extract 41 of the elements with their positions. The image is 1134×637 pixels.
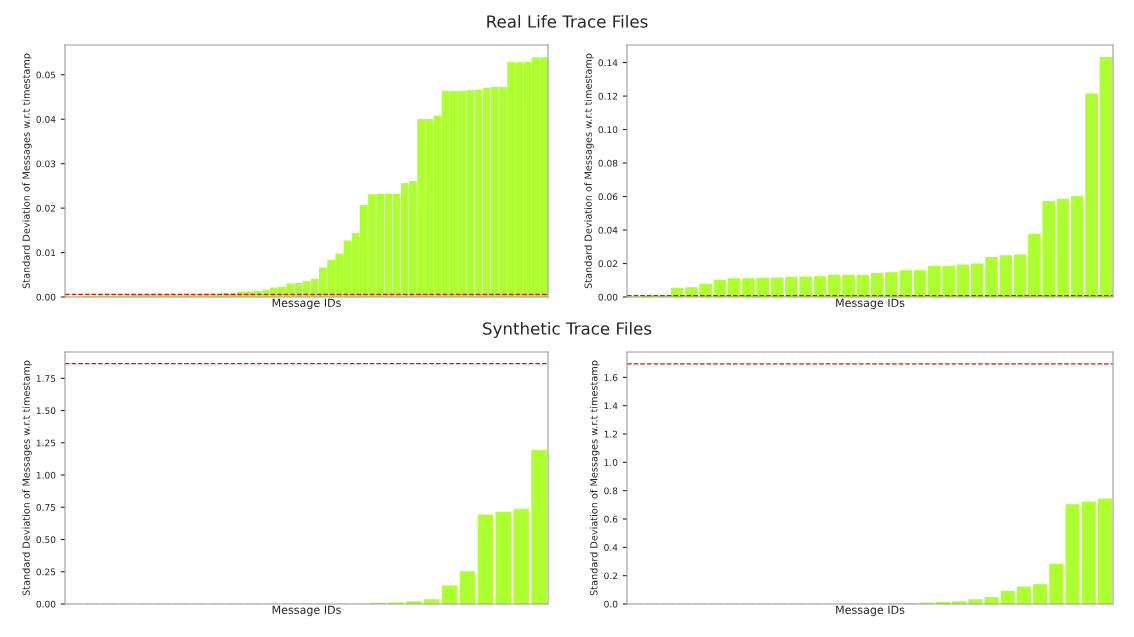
y-axis-title: Standard Deviation of Messages w.r.t timestamp: [22, 360, 32, 596]
y-tick-label: 1.50: [36, 407, 56, 415]
y-tick-label: 0.00: [598, 293, 618, 301]
y-tick-label: 0.02: [36, 204, 56, 212]
y-tick-label: 0.14: [598, 59, 618, 67]
y-tick-label: 0.6: [604, 515, 618, 523]
y-axis-title: Standard Deviation of Messages w.r.t timestamp: [22, 53, 32, 289]
y-tick-label: 1.0: [604, 459, 618, 466]
y-tick-label: 0.00: [36, 600, 56, 608]
y-tick-label: 0.12: [598, 92, 618, 100]
x-axis-title: Message IDs: [272, 605, 341, 617]
y-tick-label: 1.00: [36, 471, 56, 479]
y-axis-title: Standard Deviation of Messages w.r.t timestamp: [584, 53, 594, 289]
y-tick-label: 0.2: [604, 572, 618, 580]
y-tick-label: 0.03: [36, 160, 56, 168]
y-tick-label: 1.4: [604, 402, 618, 410]
y-tick-label: 1.25: [36, 439, 56, 447]
y-tick-label: 0.05: [36, 71, 56, 79]
y-tick-label: 0.06: [598, 193, 618, 201]
y-tick-label: 0.00: [36, 293, 56, 301]
y-tick-label: 0.8: [604, 487, 618, 495]
y-tick-label: 0.01: [36, 249, 56, 257]
x-axis-title: Message IDs: [836, 605, 905, 617]
y-axis-title: Standard Deviation of Messages w.r.t timestamp: [590, 360, 600, 596]
y-tick-label: 0.02: [598, 260, 618, 268]
y-tick-label: 0.04: [36, 115, 56, 123]
y-tick-label: 0.50: [36, 536, 56, 544]
y-tick-label: 0.25: [36, 568, 56, 576]
x-axis-title: Message IDs: [272, 298, 341, 310]
y-tick-label: 0.4: [604, 544, 618, 551]
chart-title: Real Life Trace Files: [487, 14, 648, 28]
y-tick-label: 0.10: [598, 126, 618, 134]
y-tick-label: 0.0: [604, 600, 618, 608]
y-tick-label: 0.04: [598, 226, 618, 234]
y-tick-label: 1.2: [604, 430, 618, 438]
y-tick-label: 0.08: [598, 159, 618, 167]
x-axis-title: Message IDs: [836, 298, 905, 310]
y-tick-label: 0.75: [36, 504, 56, 511]
y-tick-label: 1.75: [36, 375, 56, 382]
chart-title: Synthetic Trace Files: [483, 321, 652, 339]
y-tick-label: 1.6: [604, 374, 618, 381]
